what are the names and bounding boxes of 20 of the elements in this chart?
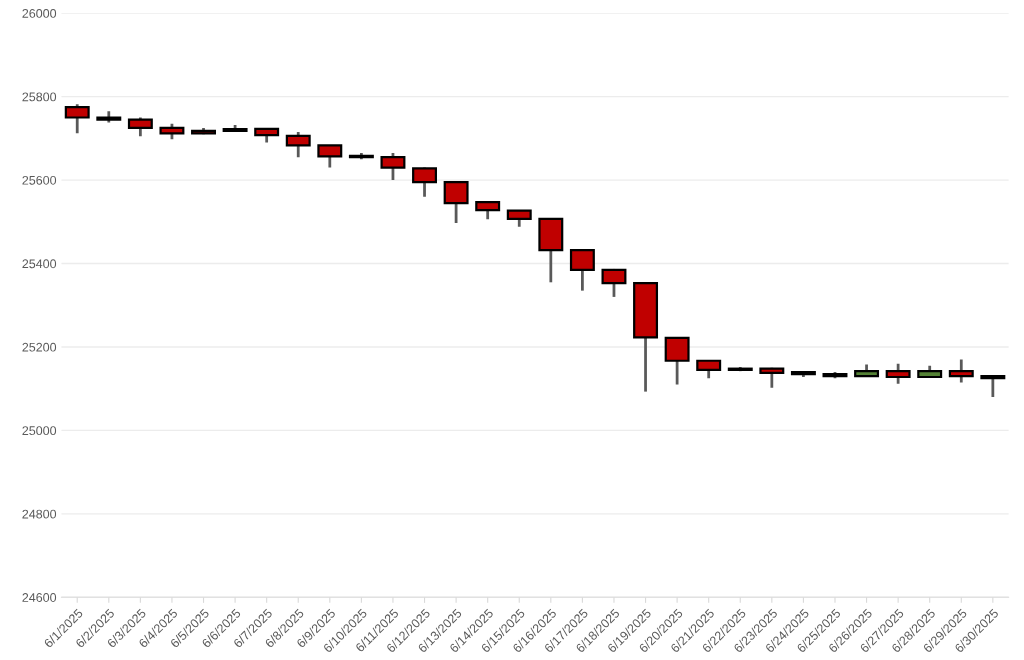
- y-tick-label: 25800: [22, 92, 57, 102]
- candlestick: [380, 151, 406, 182]
- candlestick: [948, 358, 974, 384]
- y-tick-label: 24800: [22, 509, 57, 519]
- y-tick-label: 25000: [22, 426, 57, 436]
- candlestick: [601, 267, 627, 299]
- candlestick: [980, 374, 1006, 399]
- y-tick-label: 25600: [22, 175, 57, 185]
- y-tick-label: 25200: [22, 342, 57, 352]
- candlestick: [443, 179, 469, 225]
- y-tick-label: 25400: [22, 259, 57, 269]
- candlestick: [317, 144, 343, 169]
- candlestick: [285, 130, 311, 159]
- candlestick: [64, 102, 90, 135]
- candlestick: [664, 336, 690, 386]
- candlestick: [885, 362, 911, 386]
- candlestick: [412, 166, 438, 199]
- y-tick-label: 24600: [22, 593, 57, 602]
- candlestick: [569, 248, 595, 293]
- y-tick-label: 26000: [22, 9, 57, 18]
